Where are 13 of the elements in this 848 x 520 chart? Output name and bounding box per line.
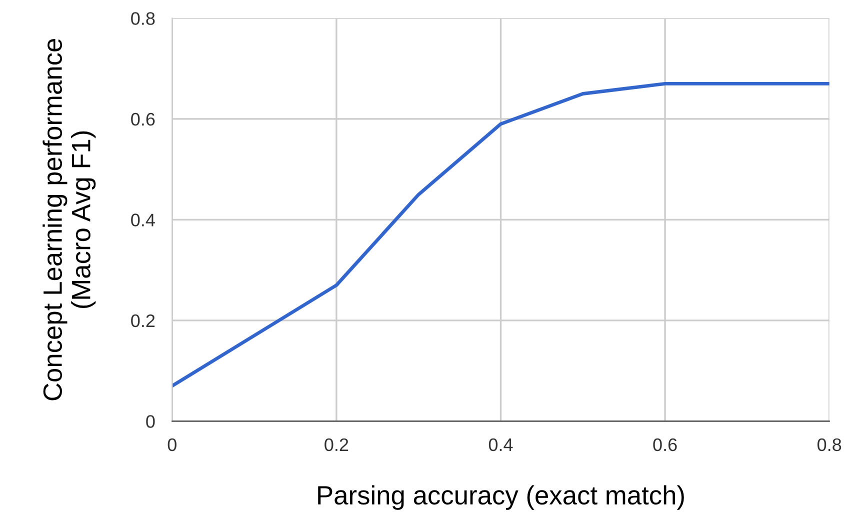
x-tick-label: 0.6 bbox=[653, 438, 677, 452]
y-tick-label: 0.8 bbox=[131, 12, 155, 25]
x-tick-label: 0.4 bbox=[488, 438, 513, 452]
y-axis-title: Concept Learning performance (Macro Avg F1) bbox=[42, 38, 96, 400]
x-tick-label: 0.2 bbox=[324, 438, 348, 452]
line-series bbox=[172, 82, 830, 388]
y-tick-label: 0.6 bbox=[131, 112, 155, 126]
x-tick-label: 0.8 bbox=[818, 438, 842, 452]
y-tick-label: 0.4 bbox=[131, 214, 155, 226]
x-tick-label: 0 bbox=[168, 438, 176, 452]
y-tick-label: 0 bbox=[146, 415, 155, 428]
x-axis-title: Parsing accuracy (exact match) bbox=[318, 485, 684, 510]
y-tick-label: 0.2 bbox=[131, 314, 155, 328]
